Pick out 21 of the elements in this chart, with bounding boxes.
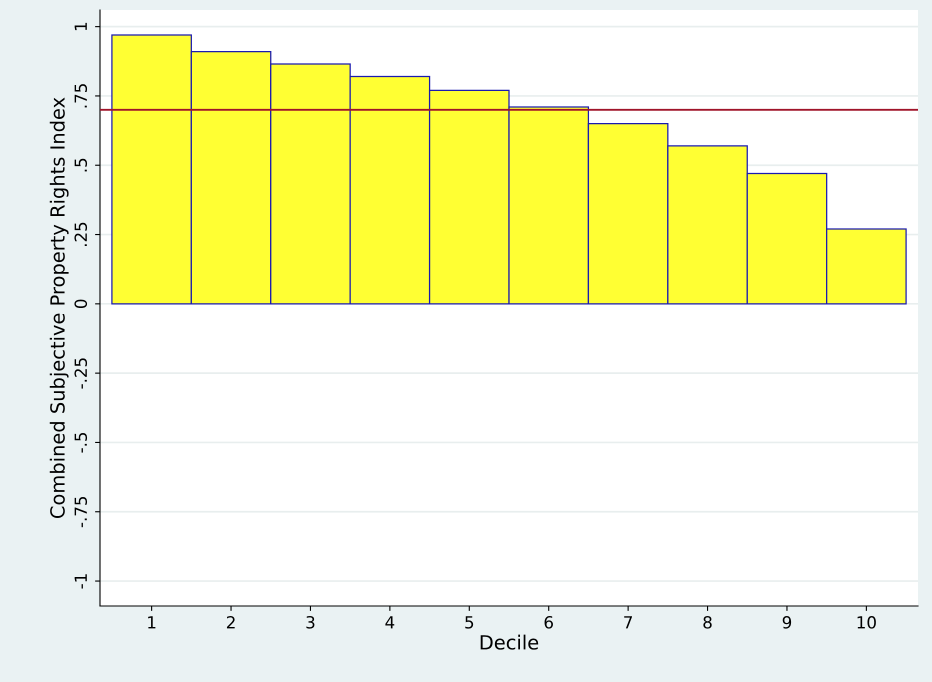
x-axis-title: Decile (480, 634, 538, 650)
y-tick-label: -.75 (74, 496, 88, 528)
y-axis-title: Combined Subjective Property Rights Index (50, 98, 69, 518)
x-tick-label: 2 (226, 616, 235, 628)
y-tick-label: 1 (74, 22, 87, 30)
x-tick-label: 8 (703, 616, 712, 629)
x-tick-label: 6 (544, 616, 553, 629)
x-tick-label: 9 (782, 616, 792, 629)
x-tick-label: 4 (385, 616, 394, 628)
x-tick-label: 3 (306, 616, 314, 629)
y-tick-label: -.5 (74, 432, 88, 453)
x-tick-label: 1 (148, 616, 156, 628)
x-tick-label: 7 (624, 616, 632, 628)
y-tick-label: -.25 (74, 358, 88, 389)
x-tick-label: 5 (465, 616, 474, 629)
x-tick-label: 10 (858, 616, 876, 629)
y-tick-label: .25 (74, 222, 88, 246)
y-tick-label: 0 (74, 300, 88, 308)
y-tick-label: .5 (74, 158, 88, 172)
y-tick-label: -1 (74, 574, 87, 589)
y-tick-label: .75 (74, 84, 88, 108)
